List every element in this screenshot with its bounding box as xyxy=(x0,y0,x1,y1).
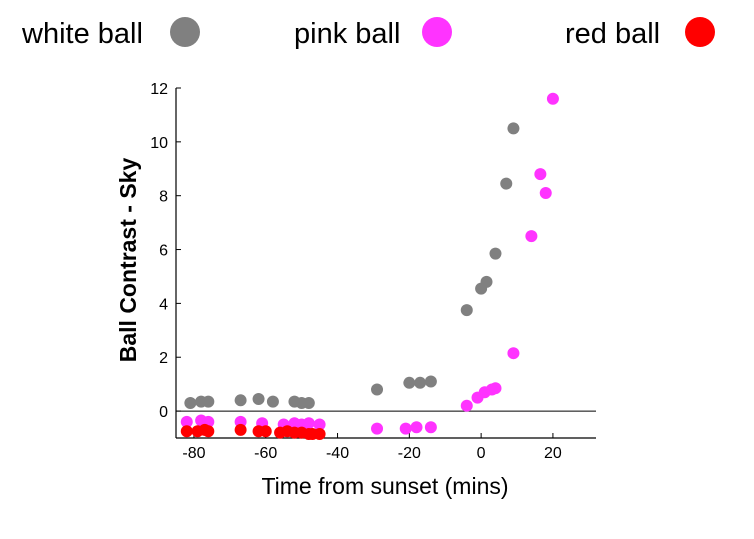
y-tick-label: 2 xyxy=(159,350,168,367)
x-tick-label: -40 xyxy=(326,445,349,462)
legend-marker-pink-ball xyxy=(422,17,452,47)
point-pink-ball xyxy=(371,422,384,435)
point-pink-ball xyxy=(302,417,315,430)
x-tick-label: 0 xyxy=(477,445,486,462)
point-white-ball xyxy=(252,392,265,405)
point-pink-ball xyxy=(507,347,520,360)
point-white-ball xyxy=(266,395,279,408)
point-white-ball xyxy=(302,397,315,409)
point-red-ball xyxy=(180,425,193,438)
point-red-ball xyxy=(259,425,272,438)
point-white-ball xyxy=(234,394,247,407)
legend-label-pink-ball: pink ball xyxy=(294,18,400,50)
x-axis-label: Time from sunset (mins) xyxy=(261,473,508,499)
point-pink-ball xyxy=(534,168,547,181)
legend-marker-red-ball xyxy=(685,17,715,47)
y-tick-label: 8 xyxy=(159,189,168,206)
point-pink-ball xyxy=(460,399,473,412)
y-tick-label: 0 xyxy=(159,404,168,421)
legend-marker-white-ball xyxy=(170,17,200,47)
tick-labels: 0 2 4 6 8 10 12 -80 -60 -40 -20 0 20 xyxy=(150,81,562,462)
y-tick-label: 4 xyxy=(159,296,168,313)
y-tick-label: 12 xyxy=(150,81,168,98)
point-pink-ball xyxy=(180,415,193,428)
x-tick-label: -80 xyxy=(182,445,205,462)
point-red-ball xyxy=(313,427,326,440)
point-pink-ball xyxy=(539,187,552,199)
point-pink-ball xyxy=(525,230,538,243)
y-tick-label: 6 xyxy=(159,243,168,260)
point-white-ball xyxy=(202,395,215,408)
legend: white ball pink ball red ball xyxy=(21,17,715,50)
x-tick-label: -20 xyxy=(398,445,421,462)
point-pink-ball xyxy=(399,422,412,435)
point-pink-ball xyxy=(546,92,559,105)
legend-label-red-ball: red ball xyxy=(565,18,660,50)
point-white-ball xyxy=(507,122,520,135)
point-white-ball xyxy=(489,247,502,260)
point-red-ball xyxy=(234,423,247,436)
point-white-ball xyxy=(480,275,493,288)
y-tick-label: 10 xyxy=(150,135,168,152)
point-white-ball xyxy=(460,304,473,317)
data-points xyxy=(180,92,559,440)
legend-label-white-ball: white ball xyxy=(21,18,143,50)
plot-area: 0 2 4 6 8 10 12 -80 -60 -40 -20 0 20 xyxy=(150,81,596,462)
point-white-ball xyxy=(424,375,437,388)
point-pink-ball xyxy=(410,421,423,434)
point-white-ball xyxy=(403,376,416,389)
axes xyxy=(175,88,596,439)
point-pink-ball xyxy=(424,421,437,434)
x-tick-label: 20 xyxy=(544,445,562,462)
point-pink-ball xyxy=(489,382,502,395)
x-tick-label: -60 xyxy=(254,445,277,462)
point-white-ball xyxy=(414,376,427,389)
y-axis-label: Ball Contrast - Sky xyxy=(115,158,141,363)
point-red-ball xyxy=(202,425,215,438)
point-white-ball xyxy=(184,397,197,409)
point-white-ball xyxy=(500,177,513,190)
point-pink-ball xyxy=(313,418,326,431)
point-white-ball xyxy=(371,383,384,396)
